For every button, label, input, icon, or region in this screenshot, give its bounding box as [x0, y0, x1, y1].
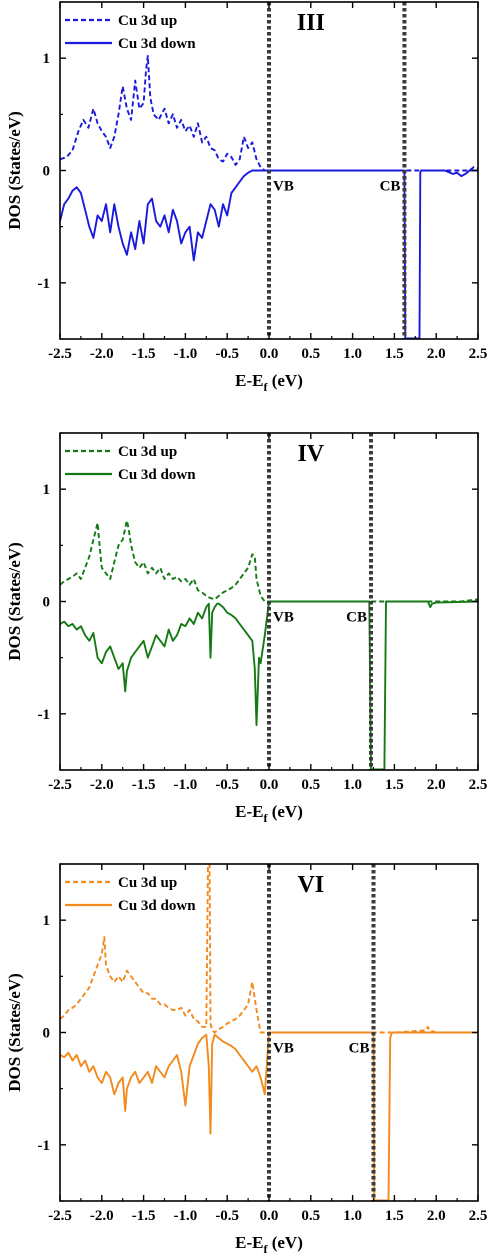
- cb-label: CB: [349, 1041, 370, 1057]
- legend-label-down: Cu 3d down: [118, 36, 196, 52]
- y-tick-label: 0: [43, 595, 51, 611]
- x-tick-label: 0.0: [260, 346, 279, 362]
- x-tick-label: 2.0: [427, 1208, 446, 1224]
- x-tick-label: 2.5: [469, 1208, 488, 1224]
- x-tick-label: 0.5: [301, 1208, 320, 1224]
- x-tick-label: 0.0: [260, 777, 279, 793]
- x-tick-label: 2.0: [427, 346, 446, 362]
- series-line-up: [60, 519, 478, 603]
- x-tick-label: 1.5: [385, 1208, 404, 1224]
- x-tick-label: -0.5: [215, 1208, 239, 1224]
- vb-label: VB: [273, 1041, 294, 1057]
- y-tick-label: 0: [43, 1026, 51, 1042]
- x-tick-label: 2.5: [469, 777, 488, 793]
- x-tick-label: 1.0: [343, 1208, 362, 1224]
- panel-label: VI: [297, 872, 324, 898]
- legend-label-down: Cu 3d down: [118, 467, 196, 483]
- x-tick-label: -2.5: [48, 777, 72, 793]
- x-tick-label: -2.5: [48, 1208, 72, 1224]
- x-tick-label: 2.5: [469, 346, 488, 362]
- cb-label: CB: [380, 179, 401, 195]
- x-tick-label: -0.5: [215, 777, 239, 793]
- cb-label: CB: [346, 610, 367, 626]
- x-tick-label: 1.5: [385, 346, 404, 362]
- legend-label-up: Cu 3d up: [118, 444, 177, 460]
- series-line-down: [60, 1031, 478, 1201]
- x-tick-label: -1.0: [174, 346, 198, 362]
- y-axis-title: DOS (States/eV): [5, 542, 24, 661]
- x-axis-title: E-Ef (eV): [235, 371, 303, 394]
- x-tick-label: -2.5: [48, 346, 72, 362]
- x-tick-label: 1.0: [343, 346, 362, 362]
- vb-label: VB: [273, 610, 294, 626]
- y-axis-title: DOS (States/eV): [5, 111, 24, 230]
- x-axis-title: E-Ef (eV): [235, 1233, 303, 1256]
- x-tick-label: -2.0: [90, 777, 114, 793]
- x-tick-label: 1.0: [343, 777, 362, 793]
- chart-panel-2: VB CB -2.5 -2.0 -1.5 -1.0 -0.5 0.0 0.5 1.0 1.5 2.0 2…: [5, 432, 488, 825]
- x-tick-label: 1.5: [385, 777, 404, 793]
- y-tick-label: 1: [43, 51, 51, 67]
- panel-label: III: [297, 10, 325, 36]
- y-axis-title: DOS (States/eV): [5, 973, 24, 1092]
- chart-panel-3: VB CB -2.5 -2.0 -1.5 -1.0 -0.5 0.0 0.5 1.0 1.5 2.0 2…: [5, 863, 488, 1256]
- x-tick-label: -2.0: [90, 1208, 114, 1224]
- panel-label: IV: [297, 441, 324, 467]
- x-tick-label: 0.5: [301, 346, 320, 362]
- x-tick-label: -1.5: [132, 346, 156, 362]
- legend-label-up: Cu 3d up: [118, 13, 177, 29]
- y-tick-label: -1: [38, 1138, 51, 1154]
- legend-label-down: Cu 3d down: [118, 898, 196, 914]
- x-tick-label: -0.5: [215, 346, 239, 362]
- y-tick-label: -1: [38, 707, 51, 723]
- vb-label: VB: [273, 179, 294, 195]
- y-tick-label: -1: [38, 276, 51, 292]
- x-axis-title: E-Ef (eV): [235, 802, 303, 825]
- x-tick-label: -2.0: [90, 346, 114, 362]
- y-tick-label: 0: [43, 164, 51, 180]
- x-tick-label: 2.0: [427, 777, 446, 793]
- x-tick-label: -1.5: [132, 777, 156, 793]
- x-tick-label: -1.0: [174, 777, 198, 793]
- chart-panel-1: VB CB -2.5 -2.0 -1.5 -1.0 -0.5 0.0 0.5 1.0 1.5 2.0 2…: [5, 1, 488, 394]
- x-tick-label: 0.5: [301, 777, 320, 793]
- x-tick-label: -1.5: [132, 1208, 156, 1224]
- x-tick-label: -1.0: [174, 1208, 198, 1224]
- y-tick-label: 1: [43, 482, 51, 498]
- legend-label-up: Cu 3d up: [118, 875, 177, 891]
- y-tick-label: 1: [43, 913, 51, 929]
- x-tick-label: 0.0: [260, 1208, 279, 1224]
